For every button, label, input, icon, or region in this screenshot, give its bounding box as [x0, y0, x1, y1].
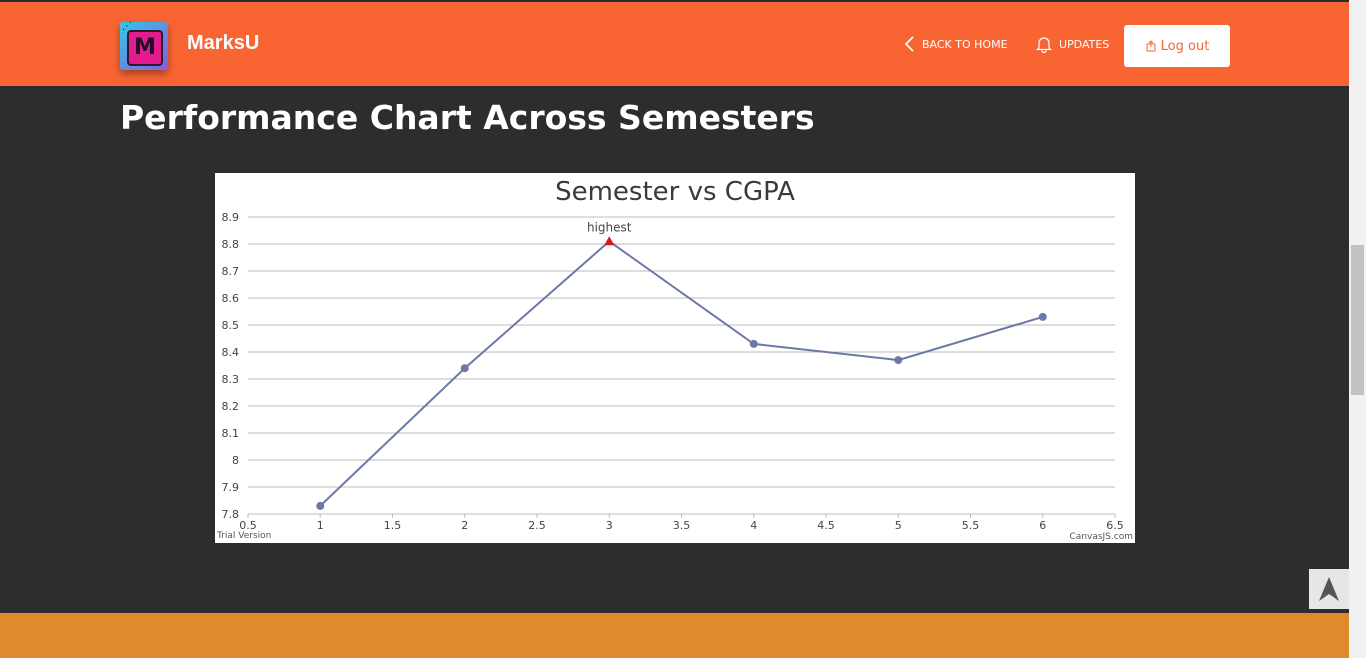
y-tick-label: 8.7: [222, 265, 240, 278]
y-tick-label: 8.2: [222, 400, 240, 413]
scrollbar-thumb[interactable]: [1351, 245, 1364, 395]
top-border: [0, 0, 1349, 2]
y-tick-label: 8.1: [222, 427, 240, 440]
logo-letter: M: [127, 30, 163, 66]
x-tick-label: 0.5: [239, 519, 257, 532]
series-line: [319, 240, 1044, 507]
logout-label: Log out: [1160, 38, 1210, 54]
x-tick-label: 4.5: [817, 519, 835, 532]
y-tick-label: 8.6: [222, 292, 240, 305]
back-to-home-label: BACK TO HOME: [922, 37, 1008, 51]
highest-marker: [604, 236, 615, 246]
annotation-label: highest: [587, 220, 632, 234]
x-tick-label: 3.5: [673, 519, 691, 532]
logout-button[interactable]: Log out: [1124, 25, 1230, 67]
x-tick-label: 2: [461, 519, 468, 532]
updates-label: UPDATES: [1059, 37, 1110, 51]
trial-watermark: Trial Version: [216, 531, 271, 541]
x-tick-label: 6: [1039, 519, 1046, 532]
app-logo[interactable]: ⋰ M: [120, 22, 168, 70]
data-point: [460, 364, 469, 373]
logout-icon: [1146, 40, 1156, 52]
y-tick-label: 7.8: [222, 508, 240, 521]
x-tick-label: 5.5: [962, 519, 980, 532]
vertical-scrollbar[interactable]: [1349, 0, 1366, 658]
y-tick-label: 7.9: [222, 481, 240, 494]
y-tick-label: 8.8: [222, 238, 240, 251]
chart-title: Semester vs CGPA: [555, 177, 795, 207]
canvasjs-watermark: CanvasJS.com: [1070, 532, 1133, 542]
back-to-home-link[interactable]: BACK TO HOME: [904, 35, 1008, 53]
x-tick-label: 1: [317, 519, 324, 532]
y-tick-label: 8.9: [222, 211, 240, 224]
data-point: [894, 356, 903, 365]
data-point: [749, 339, 758, 348]
y-tick-label: 8: [232, 454, 239, 467]
bell-icon: [1035, 37, 1053, 53]
brand-name[interactable]: MarksU: [187, 32, 260, 54]
x-tick-label: 2.5: [528, 519, 546, 532]
navbar: ⋰ M MarksU BACK TO HOME UPDATES Log out: [0, 2, 1349, 86]
x-tick-label: 1.5: [384, 519, 402, 532]
y-tick-label: 8.4: [222, 346, 240, 359]
page-title: Performance Chart Across Semesters: [120, 98, 815, 137]
x-tick-label: 4: [750, 519, 757, 532]
scroll-to-top-button[interactable]: [1309, 569, 1349, 609]
chevron-left-icon: [904, 36, 914, 52]
data-point: [316, 501, 325, 510]
x-tick-label: 6.5: [1106, 519, 1124, 532]
line-chart: Semester vs CGPA 7.8 7.9 8 8.1 8.2 8.3 8.4 8.5 8.…: [216, 177, 1133, 542]
y-tick-label: 8.3: [222, 373, 240, 386]
x-tick-label: 3: [606, 519, 613, 532]
sparkle-icon: ⋰: [122, 21, 132, 32]
updates-link[interactable]: UPDATES: [1035, 35, 1109, 53]
y-tick-label: 8.5: [222, 319, 240, 332]
chart-container: Semester vs CGPA 7.8 7.9 8 8.1 8.2 8.3 8.4 8.5 8.…: [215, 173, 1135, 543]
arrow-up-icon: [1319, 577, 1339, 601]
x-tick-label: 5: [895, 519, 902, 532]
footer-band: [0, 613, 1349, 658]
data-point: [1038, 312, 1047, 321]
